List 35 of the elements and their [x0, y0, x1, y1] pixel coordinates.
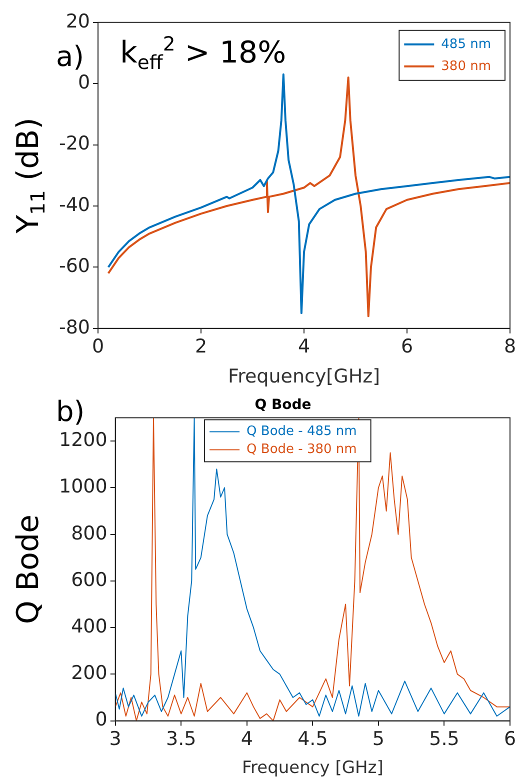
- x-tick-label: 4.5: [298, 728, 328, 750]
- legend-label: 380 nm: [441, 58, 492, 74]
- y-tick-label: 20: [66, 10, 90, 32]
- y-tick-label: -60: [58, 255, 90, 278]
- x-tick-label: 6: [504, 728, 516, 750]
- legend-label: Q Bode - 380 nm: [246, 442, 357, 458]
- x-tick-label: 4: [298, 336, 310, 358]
- y-tick-label: 1200: [58, 429, 108, 452]
- legend-label: 485 nm: [441, 36, 492, 52]
- y-tick-label: 0: [95, 708, 108, 731]
- chart-title: Q Bode: [254, 397, 312, 414]
- x-tick-label: 5.5: [429, 728, 460, 750]
- x-tick-label: 8: [504, 336, 516, 358]
- y-tick-label: 600: [71, 568, 108, 591]
- x-axis-title: Frequency[GHz]: [228, 366, 380, 388]
- text: a): [56, 40, 84, 73]
- x-tick-label: 3.5: [166, 728, 196, 750]
- y-tick-label: 0: [78, 72, 90, 94]
- y-tick-label: 800: [71, 522, 108, 544]
- x-tick-label: 6: [400, 336, 414, 358]
- y-tick-label: 1000: [58, 476, 108, 498]
- y-tick-label: -80: [58, 316, 90, 338]
- y-tick-label: 200: [71, 662, 108, 684]
- y-axis-title: Y11 (dB): [11, 118, 50, 234]
- y-axis-title: Q Bode: [11, 514, 46, 624]
- x-tick-label: 4: [240, 728, 253, 750]
- x-tick-label: 3: [109, 728, 122, 750]
- x-tick-label: 2: [194, 336, 208, 358]
- y-tick-label: -20: [58, 132, 90, 155]
- legend-label: Q Bode - 485 nm: [246, 424, 357, 440]
- y-tick-label: 400: [71, 616, 108, 638]
- text: b): [56, 395, 85, 428]
- x-tick-label: 5: [372, 728, 384, 750]
- y-tick-label: -40: [58, 194, 90, 216]
- x-axis-title: Frequency [GHz]: [242, 758, 384, 778]
